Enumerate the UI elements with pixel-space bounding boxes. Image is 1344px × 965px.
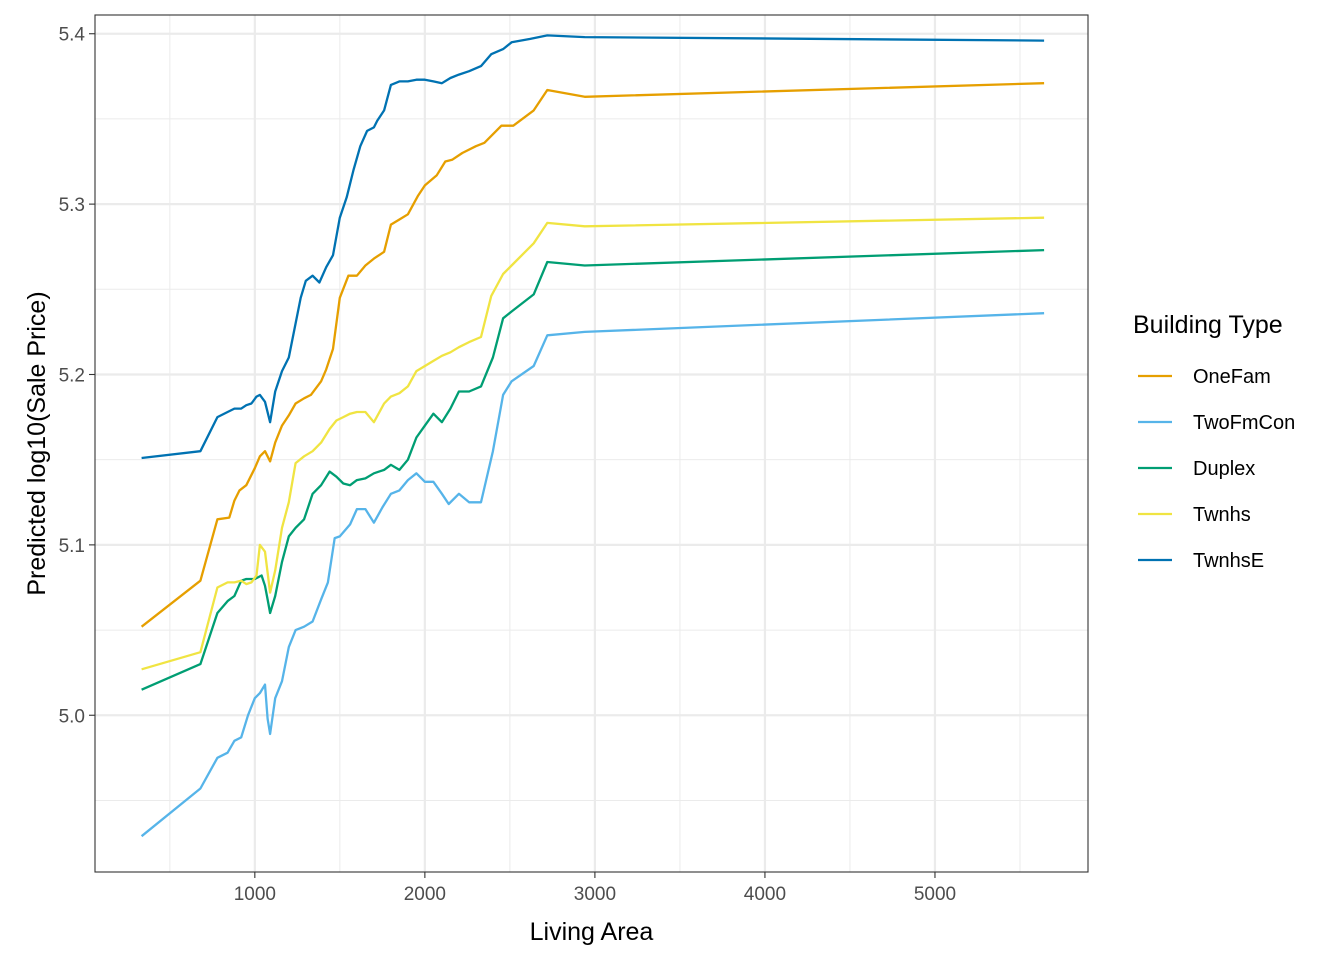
grid (95, 15, 1088, 872)
series-line-onefam (140, 82, 1045, 628)
y-tick-label: 5.3 (59, 195, 85, 216)
legend-label-twnhs: Twnhs (1193, 504, 1251, 526)
series-line-twnhs (141, 216, 1045, 671)
y-tick-label: 5.0 (59, 706, 85, 727)
x-tick-label: 5000 (914, 884, 956, 905)
legend-label-twofmcon: TwoFmCon (1193, 412, 1295, 434)
series-line-duplex (141, 248, 1045, 691)
panel-border (94, 14, 1089, 873)
legend-title: Building Type (1133, 311, 1283, 339)
series-line-twofmcon (140, 312, 1045, 838)
series-line-twnhse (141, 34, 1045, 460)
x-tick-label: 3000 (574, 884, 616, 905)
x-tick-label: 4000 (744, 884, 786, 905)
axes: 1000 2000 3000 4000 5000 5.0 5.1 5.2 5.3 5.4 (59, 25, 957, 905)
y-tick-label: 5.1 (59, 536, 85, 557)
y-axis-title: Predicted log10(Sale Price) (23, 291, 51, 595)
x-tick-label: 2000 (404, 884, 446, 905)
y-tick-label: 5.4 (59, 25, 86, 46)
legend-label-duplex: Duplex (1193, 458, 1255, 480)
legend-label-twnhse: TwnhsE (1193, 550, 1264, 572)
legend: Building Type OneFam TwoFmCon Duplex Twnhs T… (1133, 311, 1295, 572)
x-axis-title: Living Area (530, 918, 654, 946)
y-tick-label: 5.2 (59, 365, 85, 386)
series-lines (140, 34, 1045, 838)
x-tick-label: 1000 (234, 884, 276, 905)
legend-label-onefam: OneFam (1193, 366, 1271, 388)
